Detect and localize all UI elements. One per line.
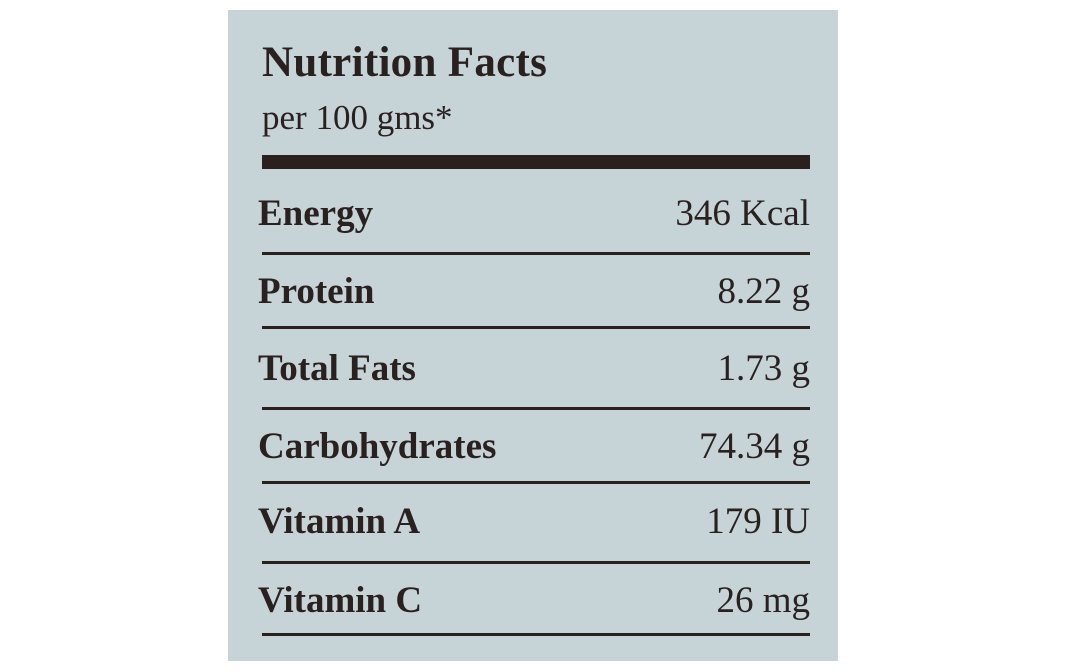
nutrient-name: Total Fats: [258, 348, 416, 389]
nutrient-value: 8.22 g: [717, 271, 811, 312]
row-divider: [262, 252, 810, 255]
row-divider: [262, 326, 810, 329]
label-title: Nutrition Facts: [262, 39, 548, 86]
nutrient-name: Protein: [258, 271, 375, 312]
nutrient-name: Carbohydrates: [258, 426, 497, 467]
nutrient-name: Vitamin C: [258, 580, 423, 621]
row-divider: [262, 633, 810, 636]
nutrient-name: Vitamin A: [258, 501, 421, 542]
thick-divider: [262, 155, 810, 169]
nutrition-label: Nutrition Facts per 100 gms* Energy 346 K…: [228, 10, 838, 661]
nutrient-value: 179 IU: [706, 501, 810, 542]
nutrient-name: Energy: [258, 193, 374, 234]
nutrient-value: 346 Kcal: [675, 193, 810, 234]
nutrient-value: 26 mg: [716, 580, 810, 621]
row-divider: [262, 407, 810, 410]
nutrient-value: 74.34 g: [699, 426, 810, 467]
nutrient-value: 1.73 g: [717, 348, 811, 389]
label-subtitle: per 100 gms*: [262, 98, 453, 137]
row-divider: [262, 481, 810, 484]
row-divider: [262, 561, 810, 564]
